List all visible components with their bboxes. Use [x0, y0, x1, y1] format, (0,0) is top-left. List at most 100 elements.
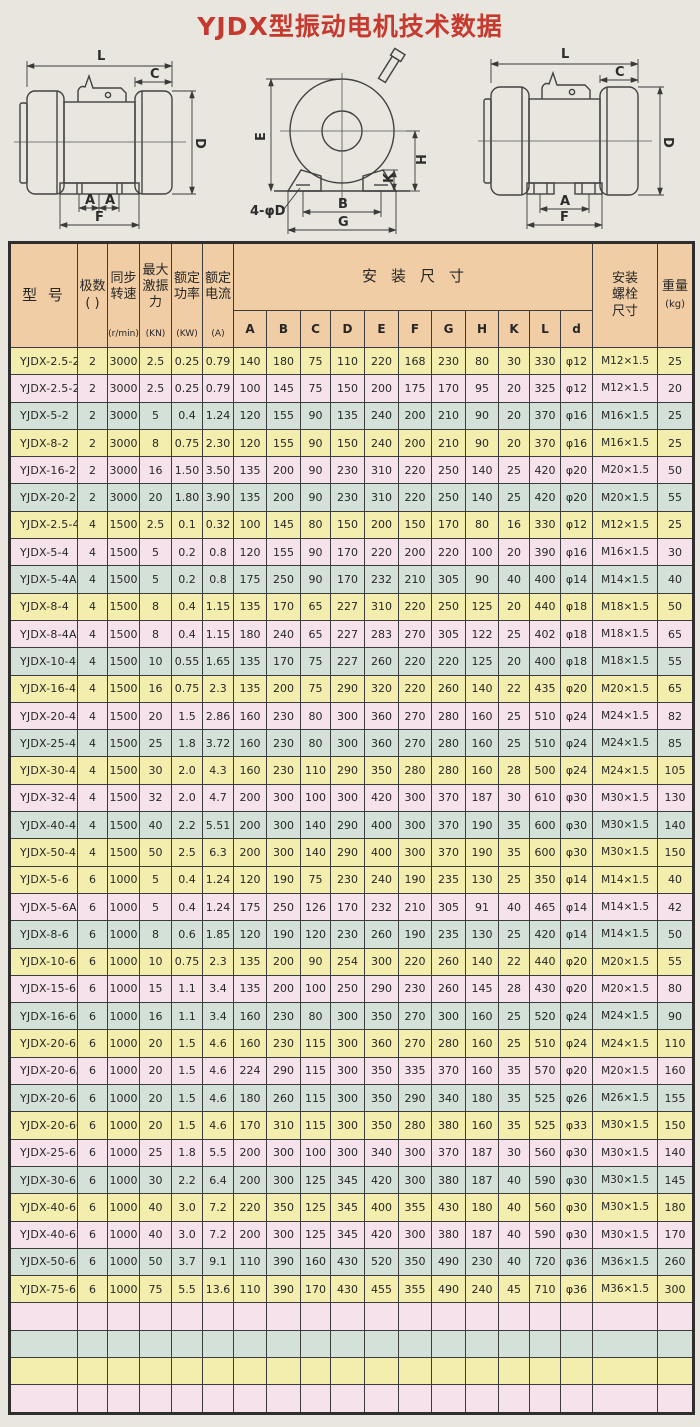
table-row: YJDX-15-6 6 1000 15 1.1 3.4 135 200 100 250 290 230…: [9, 974, 695, 1004]
value-cell: 190: [465, 811, 499, 840]
value-cell: 20: [498, 592, 530, 621]
empty-cell: [431, 1356, 466, 1386]
value-cell: 10: [139, 647, 172, 676]
value-cell: 300: [266, 811, 301, 840]
value-cell: 135: [233, 483, 267, 512]
empty-cell: [398, 1329, 432, 1358]
value-cell: 280: [431, 701, 466, 731]
value-cell: 28: [498, 974, 530, 1004]
value-cell: 355: [398, 1275, 432, 1304]
value-cell: 90: [465, 401, 499, 430]
value-cell: 5.5: [171, 1275, 203, 1304]
value-cell: 220: [398, 674, 432, 703]
value-cell: φ36: [559, 1247, 594, 1277]
value-cell: 125: [465, 592, 499, 621]
value-cell: M14×1.5: [592, 865, 659, 894]
model-cell: YJDX-50-6: [9, 1247, 78, 1277]
value-cell: 20: [657, 374, 695, 403]
value-cell: φ30: [559, 1220, 594, 1249]
value-cell: 2: [77, 456, 108, 485]
col-C: C: [300, 310, 331, 348]
value-cell: 1.1: [171, 974, 203, 1004]
empty-cell: [171, 1356, 203, 1386]
value-cell: 1.5: [171, 701, 203, 731]
value-cell: 3000: [107, 483, 140, 512]
value-cell: 240: [465, 1275, 499, 1304]
value-cell: 270: [398, 729, 432, 758]
value-cell: 230: [398, 974, 432, 1004]
value-cell: 160: [657, 1056, 695, 1086]
value-cell: 115: [300, 1056, 331, 1086]
motor-side-view-drawing-2: L C D A F: [478, 47, 675, 229]
value-cell: 40: [498, 892, 530, 922]
table-row: YJDX-25-6 6 1000 25 1.8 5.5 200 300 100 300 340 300…: [9, 1138, 695, 1167]
empty-cell: [9, 1302, 78, 1331]
dim-label-F: F: [560, 210, 569, 225]
empty-cell: [330, 1384, 365, 1414]
value-cell: 200: [266, 674, 301, 703]
technical-data-table: 型 号 极数( ) 同步转速 (r/min) 最大激振力 (KN) 额定功率 (KW)…: [8, 241, 696, 1415]
model-cell: YJDX-5-4: [9, 538, 78, 567]
value-cell: 2.86: [202, 701, 234, 731]
model-cell: YJDX-10-4: [9, 647, 78, 676]
value-cell: φ24: [559, 729, 594, 758]
value-cell: 0.75: [171, 674, 203, 703]
value-cell: 350: [529, 865, 561, 894]
value-cell: 230: [431, 346, 466, 376]
value-cell: 3000: [107, 374, 140, 403]
value-cell: M24×1.5: [592, 701, 659, 731]
value-cell: 75: [300, 865, 331, 894]
value-cell: 325: [529, 374, 561, 403]
value-cell: 283: [364, 619, 399, 649]
value-cell: 170: [330, 538, 365, 567]
value-cell: 125: [300, 1220, 331, 1249]
value-cell: 1000: [107, 1029, 140, 1058]
value-cell: 420: [529, 483, 561, 512]
value-cell: 525: [529, 1084, 561, 1113]
motor-end-view-drawing: E B G K H 4-φD: [250, 47, 430, 234]
empty-cell: [592, 1329, 659, 1358]
value-cell: 1000: [107, 1247, 140, 1277]
value-cell: 210: [398, 565, 432, 594]
value-cell: 120: [233, 428, 267, 458]
value-cell: 280: [398, 756, 432, 785]
dim-label-A2: A: [105, 193, 115, 208]
value-cell: 130: [465, 865, 499, 894]
value-cell: 20: [498, 401, 530, 430]
empty-cell: [398, 1302, 432, 1331]
value-cell: 2.5: [171, 838, 203, 867]
model-cell: YJDX-10-6: [9, 947, 78, 976]
value-cell: 200: [233, 783, 267, 813]
foot-hole-label: 4-φD: [250, 204, 286, 219]
value-cell: 25: [657, 428, 695, 458]
value-cell: 4.6: [202, 1111, 234, 1140]
empty-cell: [431, 1384, 466, 1414]
value-cell: 100: [233, 510, 267, 540]
value-cell: M16×1.5: [592, 538, 659, 567]
empty-cell: [498, 1356, 530, 1386]
value-cell: 0.2: [171, 538, 203, 567]
table-row: YJDX-5-6A 6 1000 5 0.4 1.24 175 250 126 170 232 210…: [9, 892, 695, 922]
table-row: YJDX-5-6 6 1000 5 0.4 1.24 120 190 75 230 240 190 23…: [9, 865, 695, 894]
table-row: YJDX-20-4 4 1500 20 1.5 2.86 160 230 80 300 360 270…: [9, 701, 695, 731]
value-cell: 305: [431, 892, 466, 922]
value-cell: 82: [657, 701, 695, 731]
value-cell: 345: [330, 1220, 365, 1249]
value-cell: 0.2: [171, 565, 203, 594]
value-cell: 170: [300, 1275, 331, 1304]
value-cell: 230: [330, 456, 365, 485]
value-cell: 280: [398, 1111, 432, 1140]
value-cell: 170: [266, 647, 301, 676]
value-cell: 300: [330, 701, 365, 731]
value-cell: 6: [77, 1002, 108, 1031]
value-cell: 610: [529, 783, 561, 813]
value-cell: 350: [364, 1056, 399, 1086]
value-cell: 220: [398, 592, 432, 621]
value-cell: 175: [398, 374, 432, 403]
value-cell: 420: [529, 920, 561, 949]
value-cell: 230: [266, 729, 301, 758]
value-cell: 300: [330, 1111, 365, 1140]
page-title: YJDX型振动电机技术数据: [197, 12, 503, 41]
empty-cell: [171, 1302, 203, 1331]
value-cell: 160: [233, 1029, 267, 1058]
